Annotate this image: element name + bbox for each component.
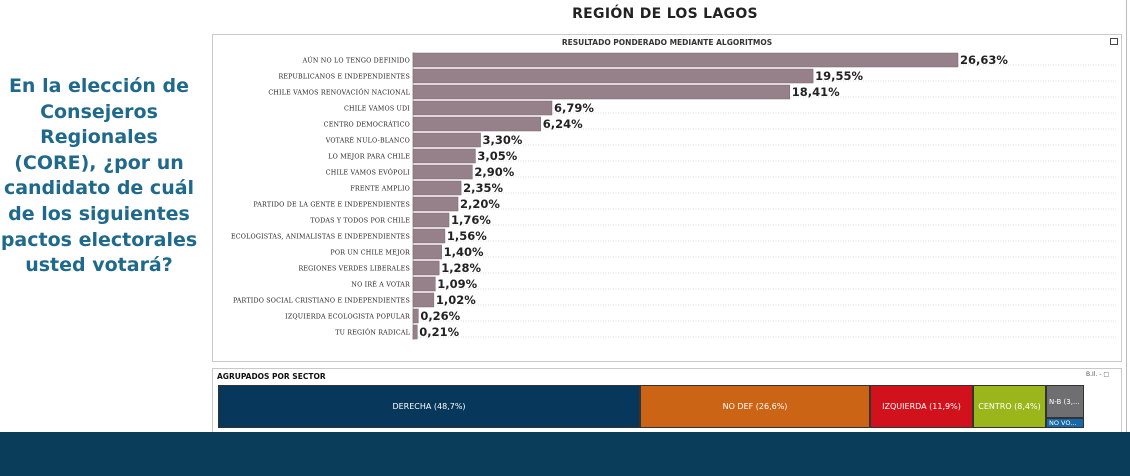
data-label: 1,02% bbox=[436, 293, 476, 307]
page-border bbox=[1126, 0, 1127, 432]
chart-title: RESULTADO PONDERADO MEDIANTE ALGORITMOS bbox=[561, 38, 773, 47]
survey-question: En la elección de Consejeros Regionales … bbox=[0, 75, 198, 277]
sector-segment[interactable]: IZQUIERDA (11,9%) bbox=[870, 385, 973, 428]
maximize-icon[interactable] bbox=[1110, 38, 1118, 45]
bar bbox=[412, 212, 450, 228]
category-label: REPUBLICANOS E INDEPENDIENTES bbox=[278, 74, 410, 81]
category-label: TU REGIÓN RADICAL bbox=[335, 329, 410, 337]
data-label: 6,24% bbox=[543, 117, 583, 131]
sector-segment[interactable]: N-B (3,... bbox=[1046, 385, 1084, 418]
data-label: 3,05% bbox=[477, 149, 517, 163]
category-label: CHILE VAMOS RENOVACIÓN NACIONAL bbox=[268, 89, 410, 97]
category-label: LO MEJOR PARA CHILE bbox=[328, 154, 410, 161]
sector-segment[interactable]: NO DEF (26,6%) bbox=[640, 385, 870, 428]
chart-panel: RESULTADO PONDERADO MEDIANTE ALGORITMOS … bbox=[212, 34, 1122, 362]
bar bbox=[412, 52, 959, 68]
category-label: TODAS Y TODOS POR CHILE bbox=[310, 218, 410, 225]
sector-panel: AGRUPADOS POR SECTOR B.Il. - □ DERECHA (… bbox=[212, 368, 1122, 434]
page-title: REGIÓN DE LOS LAGOS bbox=[572, 6, 758, 22]
category-label: POR UN CHILE MEJOR bbox=[330, 250, 410, 257]
bar bbox=[412, 308, 419, 324]
data-label: 1,76% bbox=[451, 213, 491, 227]
category-label: NO IRÉ A VOTAR bbox=[351, 281, 410, 289]
category-label: IZQUIERDA ECOLOGISTA POPULAR bbox=[285, 314, 410, 321]
sector-segment[interactable]: DERECHA (48,7%) bbox=[218, 385, 640, 428]
bar bbox=[412, 116, 541, 132]
category-label: PARTIDO DE LA GENTE E INDEPENDIENTES bbox=[253, 202, 410, 209]
category-label: FRENTE AMPLIO bbox=[350, 186, 410, 193]
data-label: 19,55% bbox=[815, 69, 863, 83]
category-label: AÚN NO LO TENGO DEFINIDO bbox=[302, 57, 410, 65]
category-label: ECOLOGISTAS, ANIMALISTAS E INDEPENDIENTE… bbox=[231, 234, 410, 241]
bar bbox=[412, 196, 459, 212]
bar bbox=[412, 132, 481, 148]
bar bbox=[412, 324, 418, 340]
data-label: 2,35% bbox=[463, 181, 503, 195]
bar bbox=[412, 180, 462, 196]
sector-segment[interactable]: CENTRO (8,4%) bbox=[973, 385, 1046, 428]
bar bbox=[412, 164, 473, 180]
data-label: 0,21% bbox=[419, 325, 459, 339]
data-label: 18,41% bbox=[792, 85, 840, 99]
category-label: PARTIDO SOCIAL CRISTIANO E INDEPENDIENTE… bbox=[233, 298, 410, 305]
category-label: CENTRO DEMOCRÁTICO bbox=[324, 122, 410, 129]
data-label: 6,79% bbox=[554, 101, 594, 115]
bar-chart: AÚN NO LO TENGO DEFINIDO 26,63% REPUBLICAN… bbox=[231, 52, 1116, 340]
data-label: 26,63% bbox=[960, 53, 1008, 67]
bar bbox=[412, 84, 791, 100]
sector-panel-title: AGRUPADOS POR SECTOR bbox=[217, 372, 326, 381]
bar bbox=[412, 276, 436, 292]
bar bbox=[412, 100, 553, 116]
bar bbox=[412, 228, 446, 244]
bar bbox=[412, 260, 440, 276]
data-label: 1,56% bbox=[447, 229, 487, 243]
bar bbox=[412, 244, 442, 260]
data-label: 0,26% bbox=[420, 309, 460, 323]
category-label: CHILE VAMOS EVÓPOLI bbox=[326, 169, 411, 177]
category-label: VOTARÉ NULO-BLANCO bbox=[325, 137, 410, 145]
data-label: 2,20% bbox=[460, 197, 500, 211]
footer-band bbox=[0, 432, 1130, 476]
bar bbox=[412, 292, 435, 308]
data-label: 1,09% bbox=[437, 277, 477, 291]
bar bbox=[412, 148, 476, 164]
data-label: 1,40% bbox=[444, 245, 484, 259]
category-label: CHILE VAMOS UDI bbox=[344, 106, 410, 113]
category-label: REGIONES VERDES LIBERALES bbox=[298, 266, 410, 273]
data-label: 2,90% bbox=[474, 165, 514, 179]
bar bbox=[412, 68, 814, 84]
data-label: 3,30% bbox=[483, 133, 523, 147]
sector-segment[interactable]: NO VO... bbox=[1046, 418, 1084, 428]
data-label: 1,28% bbox=[441, 261, 481, 275]
sector-panel-controls[interactable]: B.Il. - □ bbox=[1085, 371, 1109, 378]
